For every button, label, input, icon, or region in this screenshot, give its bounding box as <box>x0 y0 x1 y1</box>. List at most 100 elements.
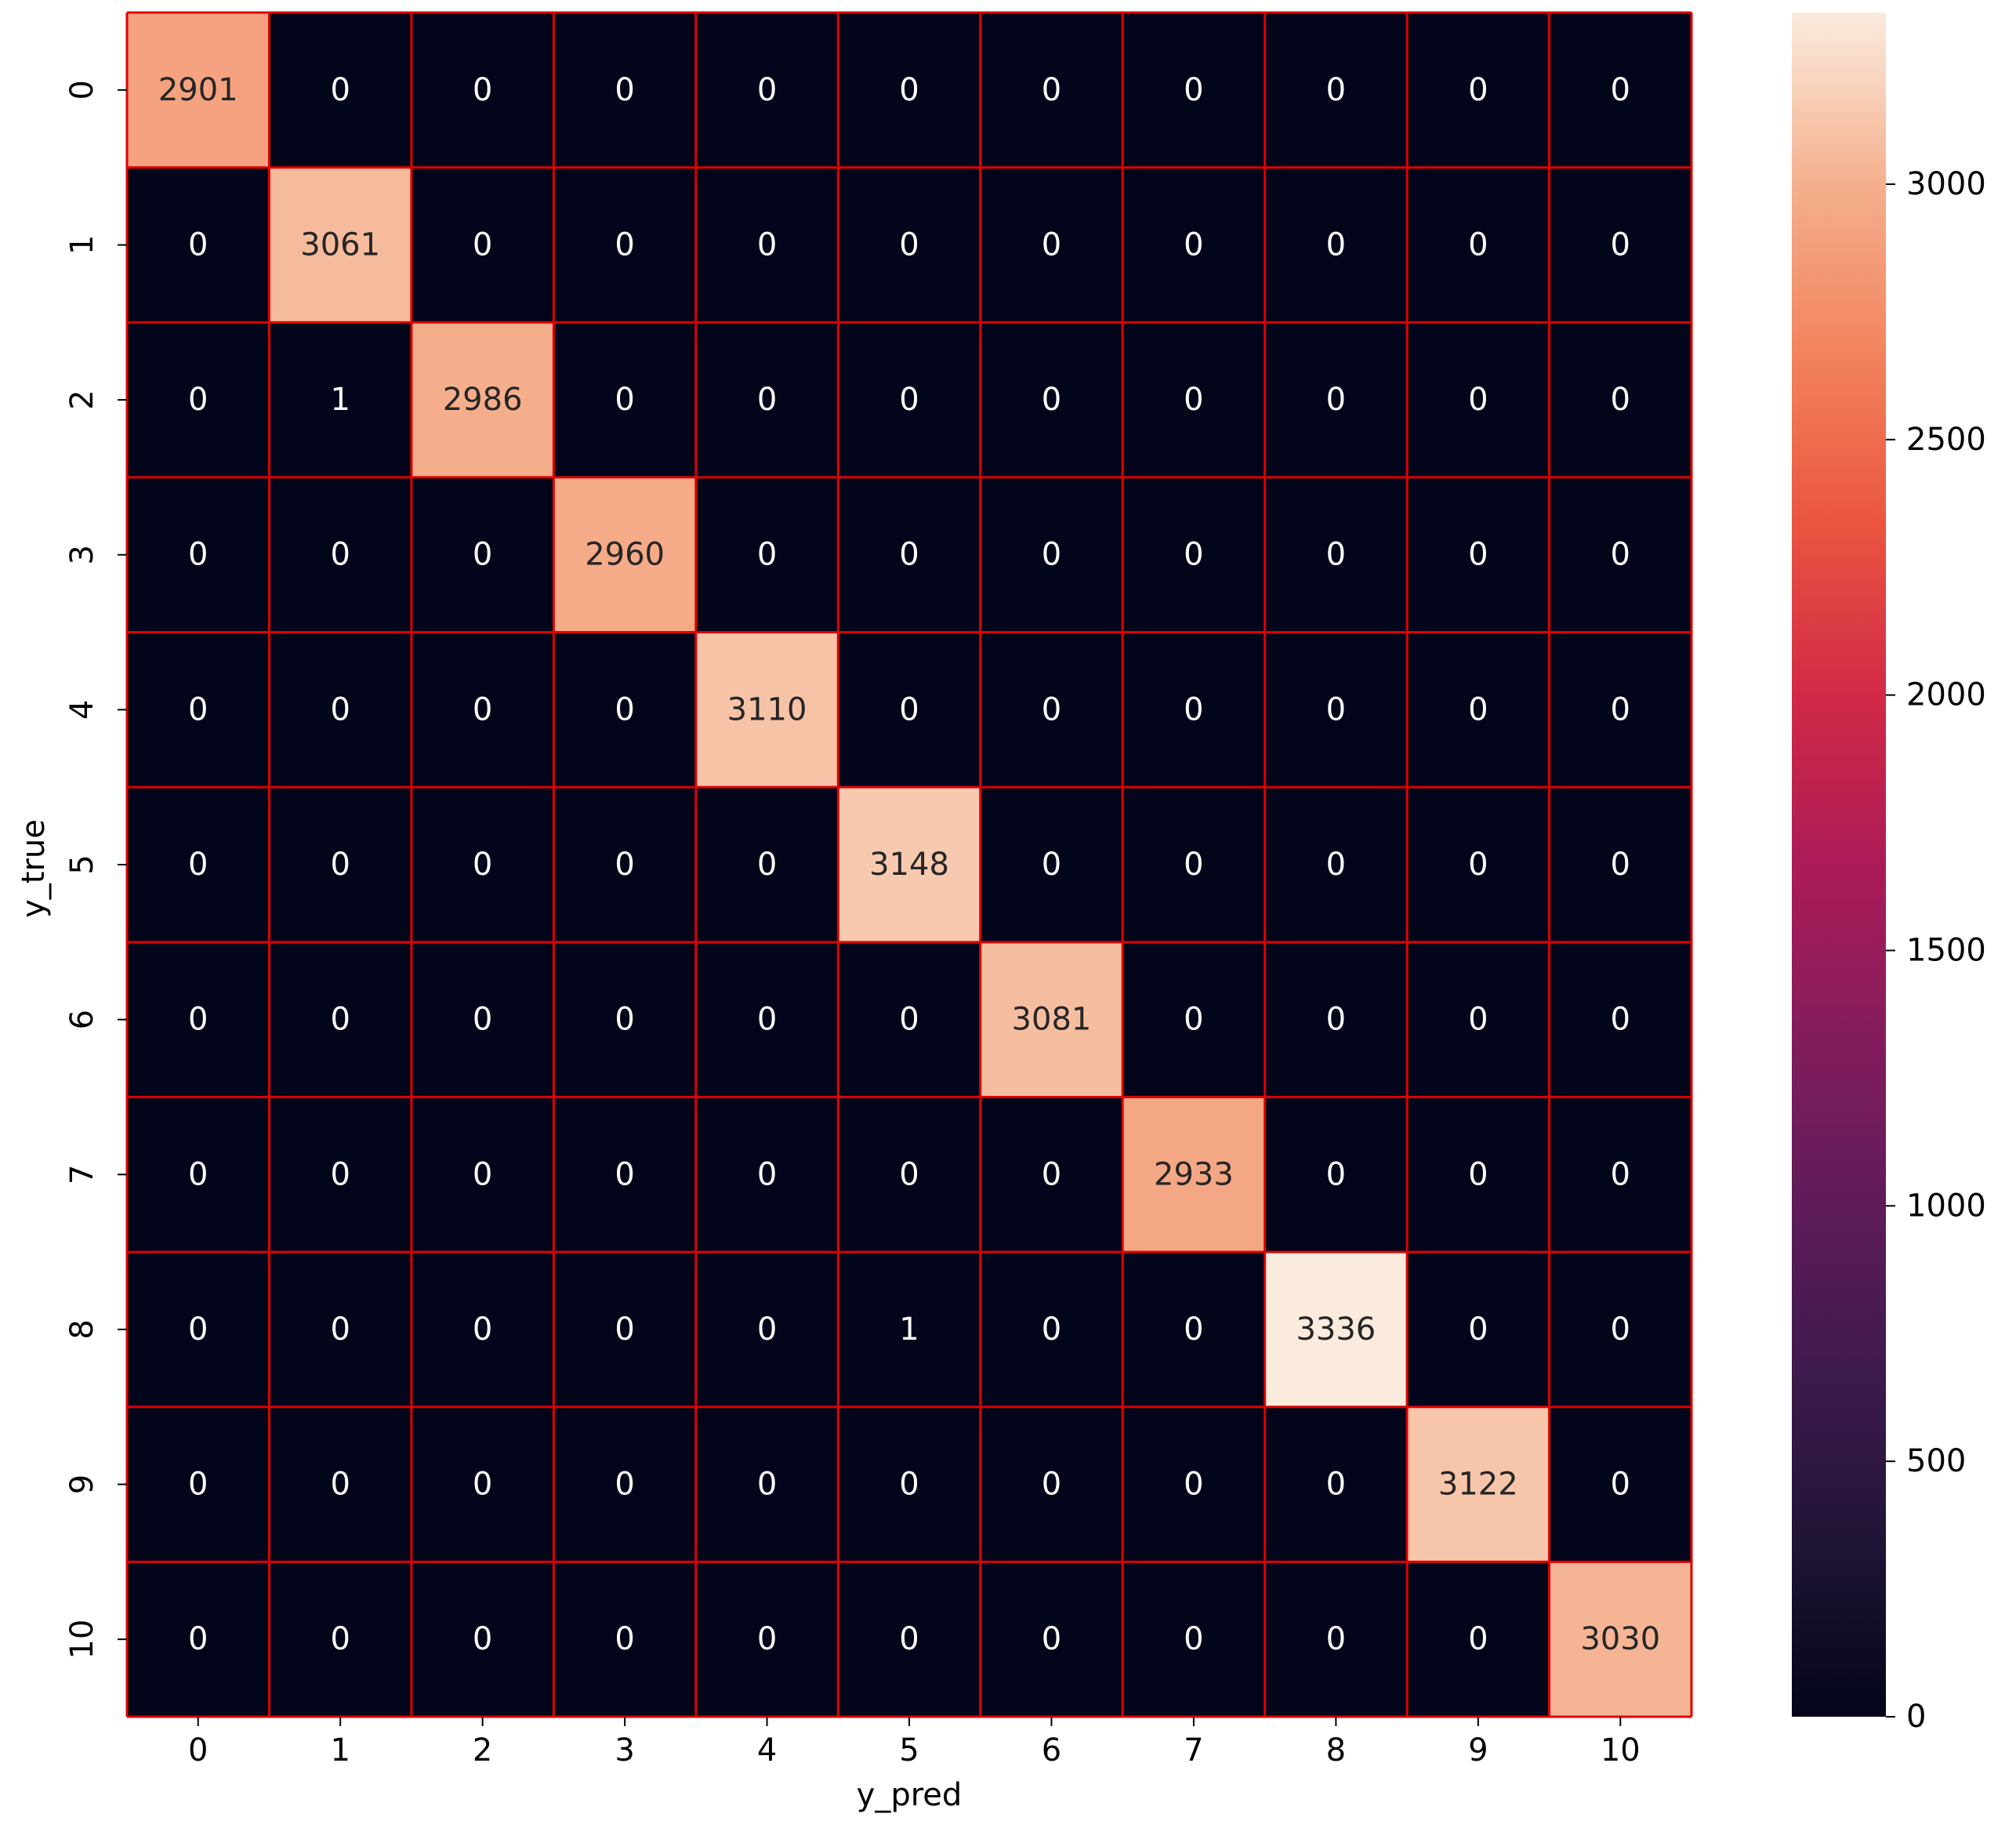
heatmap-cell-label: 0 <box>1042 1467 1061 1503</box>
heatmap-cell-label: 0 <box>1611 1467 1630 1503</box>
heatmap-cell <box>127 941 270 1097</box>
heatmap-cell <box>1264 787 1408 942</box>
heatmap-cell <box>980 477 1123 633</box>
colorbar-tick-label: 2000 <box>1906 677 1986 713</box>
heatmap-cell <box>838 1252 981 1407</box>
heatmap-cell-label: 0 <box>1326 72 1346 108</box>
y-tick-label: 3 <box>64 545 100 564</box>
heatmap-cell <box>980 1562 1123 1717</box>
heatmap-cell-label: 0 <box>1184 1311 1203 1348</box>
heatmap-cell-label: 0 <box>615 691 634 727</box>
heatmap-cell <box>1264 477 1408 633</box>
heatmap-cell <box>980 322 1123 477</box>
heatmap-cell-label: 0 <box>757 227 777 263</box>
heatmap-cells <box>127 13 1691 1717</box>
heatmap-cell <box>127 1562 270 1717</box>
x-tick-label: 5 <box>899 1732 919 1768</box>
heatmap-cell <box>980 167 1123 323</box>
heatmap-cell-label: 0 <box>473 537 492 573</box>
heatmap-cell <box>838 322 981 477</box>
x-tick-label: 3 <box>615 1732 634 1768</box>
y-tick-label: 6 <box>64 1010 100 1029</box>
heatmap-cell <box>1407 1252 1550 1407</box>
heatmap-cell-label: 0 <box>1184 72 1203 108</box>
heatmap-cell <box>411 477 554 633</box>
heatmap-cell <box>1122 632 1265 788</box>
heatmap-cell-label: 2986 <box>443 382 523 418</box>
heatmap-cell-labels: 2901 0 0 0 0 0 0 0 0 0 0 0 3061 0 0 0 0 0 0 0 0 0 0 1 2986 0 0 0 0 0 0… <box>158 72 1660 1657</box>
heatmap-cell <box>1549 167 1691 323</box>
heatmap-cell <box>127 13 270 168</box>
heatmap-cell-label: 0 <box>1042 847 1061 883</box>
heatmap-cell-label: 0 <box>615 1311 634 1348</box>
heatmap-cell <box>695 167 839 323</box>
heatmap-cell <box>127 632 270 788</box>
heatmap-cell <box>695 1252 839 1407</box>
heatmap-cell-label: 0 <box>1611 227 1630 263</box>
heatmap-cell <box>1407 13 1550 168</box>
heatmap-cell-label: 0 <box>1042 1311 1061 1348</box>
heatmap-cell <box>1122 13 1265 168</box>
heatmap-cell-label: 0 <box>188 1311 208 1348</box>
heatmap-cell-label: 0 <box>1611 382 1630 418</box>
heatmap-cell <box>1549 1406 1691 1562</box>
colorbar-tick-label: 3000 <box>1906 166 1986 202</box>
heatmap-cell <box>1122 1097 1265 1253</box>
heatmap-cell-label: 0 <box>473 1156 492 1192</box>
heatmap-cell-label: 0 <box>473 1311 492 1348</box>
heatmap-cell-label: 0 <box>1326 847 1346 883</box>
colorbar-tick-label: 0 <box>1906 1699 1926 1735</box>
heatmap-cell <box>1549 941 1691 1097</box>
heatmap-cell-label: 0 <box>757 72 777 108</box>
heatmap-cell-label: 0 <box>330 847 350 883</box>
heatmap-cell <box>1122 941 1265 1097</box>
heatmap-cell-label: 1 <box>899 1311 919 1348</box>
heatmap-cell <box>1407 1406 1550 1562</box>
heatmap-cell <box>1407 477 1550 633</box>
heatmap-cell-label: 0 <box>330 691 350 727</box>
heatmap-cell <box>411 1097 554 1253</box>
heatmap-cell <box>411 1252 554 1407</box>
heatmap-cell <box>269 1252 412 1407</box>
x-axis-title: y_pred <box>857 1777 963 1813</box>
y-tick-label: 4 <box>64 700 100 720</box>
heatmap-cell <box>553 941 696 1097</box>
heatmap-cell <box>553 1097 696 1253</box>
y-tick-label: 10 <box>64 1620 100 1660</box>
heatmap-cell <box>1549 477 1691 633</box>
heatmap-cell <box>1407 1562 1550 1717</box>
heatmap-cell <box>1407 322 1550 477</box>
heatmap-cell <box>1264 941 1408 1097</box>
y-tick-label: 7 <box>64 1165 100 1184</box>
heatmap-cell <box>1549 632 1691 788</box>
heatmap-cell-label: 0 <box>757 1467 777 1503</box>
heatmap-cell <box>838 477 981 633</box>
heatmap-cell <box>1407 787 1550 942</box>
heatmap-cell <box>980 1252 1123 1407</box>
colorbar-tick-label: 2500 <box>1906 422 1986 458</box>
y-tick-label: 9 <box>64 1475 100 1494</box>
heatmap-cell-label: 0 <box>1042 1156 1061 1192</box>
heatmap-cell-label: 0 <box>615 847 634 883</box>
heatmap-cell-label: 0 <box>1184 1467 1203 1503</box>
heatmap-cell <box>553 477 696 633</box>
heatmap-cell <box>411 1562 554 1717</box>
heatmap-cell <box>695 941 839 1097</box>
heatmap-cell-label: 0 <box>188 537 208 573</box>
heatmap-cell-label: 0 <box>1611 1002 1630 1038</box>
heatmap-cell <box>269 1097 412 1253</box>
heatmap-cell <box>695 1406 839 1562</box>
heatmap-cell-label: 0 <box>1042 382 1061 418</box>
heatmap-cell-label: 0 <box>1326 1156 1346 1192</box>
heatmap-cell-label: 0 <box>1184 1621 1203 1657</box>
heatmap-cell-label: 0 <box>1468 1156 1488 1192</box>
heatmap-cell <box>127 1252 270 1407</box>
heatmap-cell-label: 0 <box>1611 1156 1630 1192</box>
heatmap-cell <box>838 167 981 323</box>
heatmap-cell <box>1122 1406 1265 1562</box>
heatmap-cell <box>1122 477 1265 633</box>
x-tick-label: 10 <box>1601 1732 1641 1768</box>
heatmap-cell-label: 0 <box>757 1156 777 1192</box>
heatmap-cell <box>411 167 554 323</box>
heatmap-cell <box>838 13 981 168</box>
